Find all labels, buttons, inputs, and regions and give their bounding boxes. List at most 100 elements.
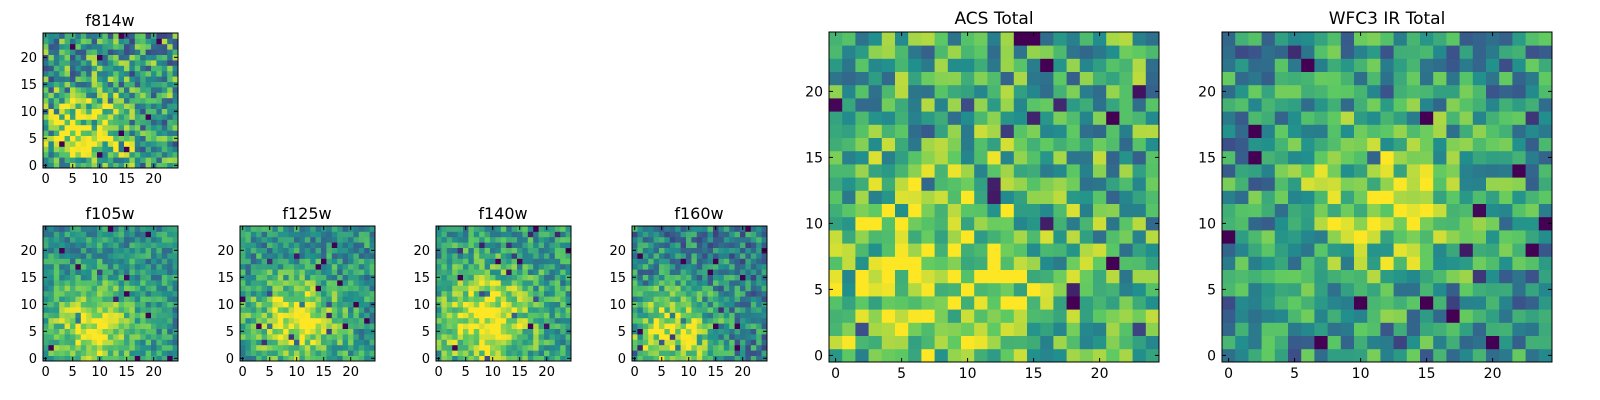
heatmap-cell [511, 312, 518, 319]
heatmap-cell [974, 177, 988, 191]
heatmap-cell [91, 114, 98, 120]
heatmap-cell [167, 312, 173, 319]
heatmap-cell [750, 226, 757, 232]
heatmap-cell [107, 350, 114, 356]
heatmap-cell [463, 280, 469, 286]
heatmap-cell [544, 344, 550, 351]
heatmap-cell [1486, 335, 1500, 350]
heatmap-cell [637, 247, 644, 254]
heatmap-cell [855, 124, 869, 138]
heatmap-cell [987, 230, 1001, 244]
heatmap-cell [441, 285, 448, 292]
heatmap-cell [517, 344, 523, 351]
heatmap-cell [675, 247, 681, 254]
heatmap-cell [974, 243, 988, 257]
heatmap-cell [1459, 164, 1474, 178]
heatmap-cell [70, 307, 76, 313]
heatmap-cell [107, 258, 114, 265]
heatmap-cell [1380, 269, 1394, 284]
heatmap-cell [277, 236, 284, 243]
heatmap-cell [1420, 335, 1434, 350]
heatmap-cell [53, 119, 60, 126]
heatmap-cell [267, 301, 273, 308]
heatmap-cell [713, 350, 719, 356]
heatmap-cell [86, 162, 92, 169]
heatmap-cell [527, 247, 534, 254]
heatmap-cell [452, 301, 458, 308]
heatmap-cell [48, 103, 55, 109]
heatmap-cell [1013, 243, 1028, 257]
heatmap-cell [756, 226, 762, 232]
heatmap-cell [86, 54, 92, 61]
heatmap-cell [436, 231, 442, 238]
heatmap-cell [1367, 190, 1381, 204]
heatmap-cell [463, 307, 469, 313]
heatmap-cell [315, 323, 322, 329]
heatmap-cell [1327, 124, 1342, 138]
heatmap-cell [70, 151, 76, 158]
heatmap-cell [1288, 296, 1302, 310]
heatmap-cell [86, 151, 92, 158]
heatmap-cell [669, 307, 676, 313]
heatmap-cell [86, 269, 92, 275]
heatmap-cell [1106, 58, 1120, 72]
heatmap-cell [342, 301, 349, 308]
heatmap-cell [321, 344, 327, 351]
heatmap-cell [1261, 58, 1276, 72]
heatmap-cell [868, 45, 883, 59]
heatmap-cell [761, 339, 768, 346]
heatmap-cell [134, 124, 141, 131]
heatmap-cell [750, 350, 757, 356]
heatmap-cell [544, 328, 550, 335]
heatmap-cell [283, 242, 289, 248]
heatmap-cell [70, 274, 76, 281]
heatmap-cell [1486, 71, 1500, 86]
heatmap-cell [1393, 111, 1408, 125]
heatmap-cell [1340, 124, 1355, 138]
heatmap-cell [642, 350, 649, 356]
heatmap-cell [517, 334, 523, 340]
heatmap-cell [829, 124, 843, 138]
heatmap-cell [167, 317, 173, 324]
heatmap-cell [1446, 150, 1460, 165]
heatmap-cell [283, 301, 289, 308]
heatmap-cell [1486, 309, 1500, 323]
heatmap-cell [97, 280, 103, 286]
heatmap-cell [118, 92, 125, 99]
heatmap-cell [506, 258, 512, 265]
heatmap-cell [75, 76, 82, 82]
heatmap-cell [702, 355, 708, 362]
heatmap-cell [321, 296, 327, 302]
heatmap-cell [167, 130, 173, 136]
heatmap-cell [261, 312, 268, 319]
heatmap-cell [70, 76, 76, 82]
heatmap-cell [1472, 58, 1487, 72]
heatmap-cell [479, 236, 485, 243]
heatmap-cell [331, 328, 338, 335]
heatmap-cell [648, 334, 654, 340]
heatmap-cell [522, 242, 529, 248]
heatmap-cell [761, 253, 768, 259]
heatmap-cell [107, 312, 114, 319]
heatmap-cell [1235, 309, 1249, 323]
heatmap-cell [369, 334, 376, 340]
heatmap-cell [1000, 45, 1015, 59]
heatmap-cell [53, 38, 60, 45]
heatmap-cell [124, 258, 130, 265]
heatmap-cell [145, 328, 152, 335]
x-tick-label: 20 [145, 172, 162, 187]
heatmap-cell [53, 236, 60, 243]
heatmap-cell [1512, 124, 1526, 138]
heatmap-cell [124, 70, 130, 77]
heatmap-cell [506, 269, 512, 275]
heatmap-cell [151, 258, 157, 265]
heatmap-cell [161, 290, 168, 297]
heatmap-cell [702, 350, 708, 356]
heatmap-cell [151, 97, 157, 104]
heatmap-cell [761, 269, 768, 275]
heatmap-cell [134, 114, 141, 120]
heatmap-cell [1301, 216, 1315, 231]
heatmap-cell [908, 216, 922, 231]
heatmap-cell [921, 71, 935, 86]
heatmap-cell [59, 355, 65, 362]
